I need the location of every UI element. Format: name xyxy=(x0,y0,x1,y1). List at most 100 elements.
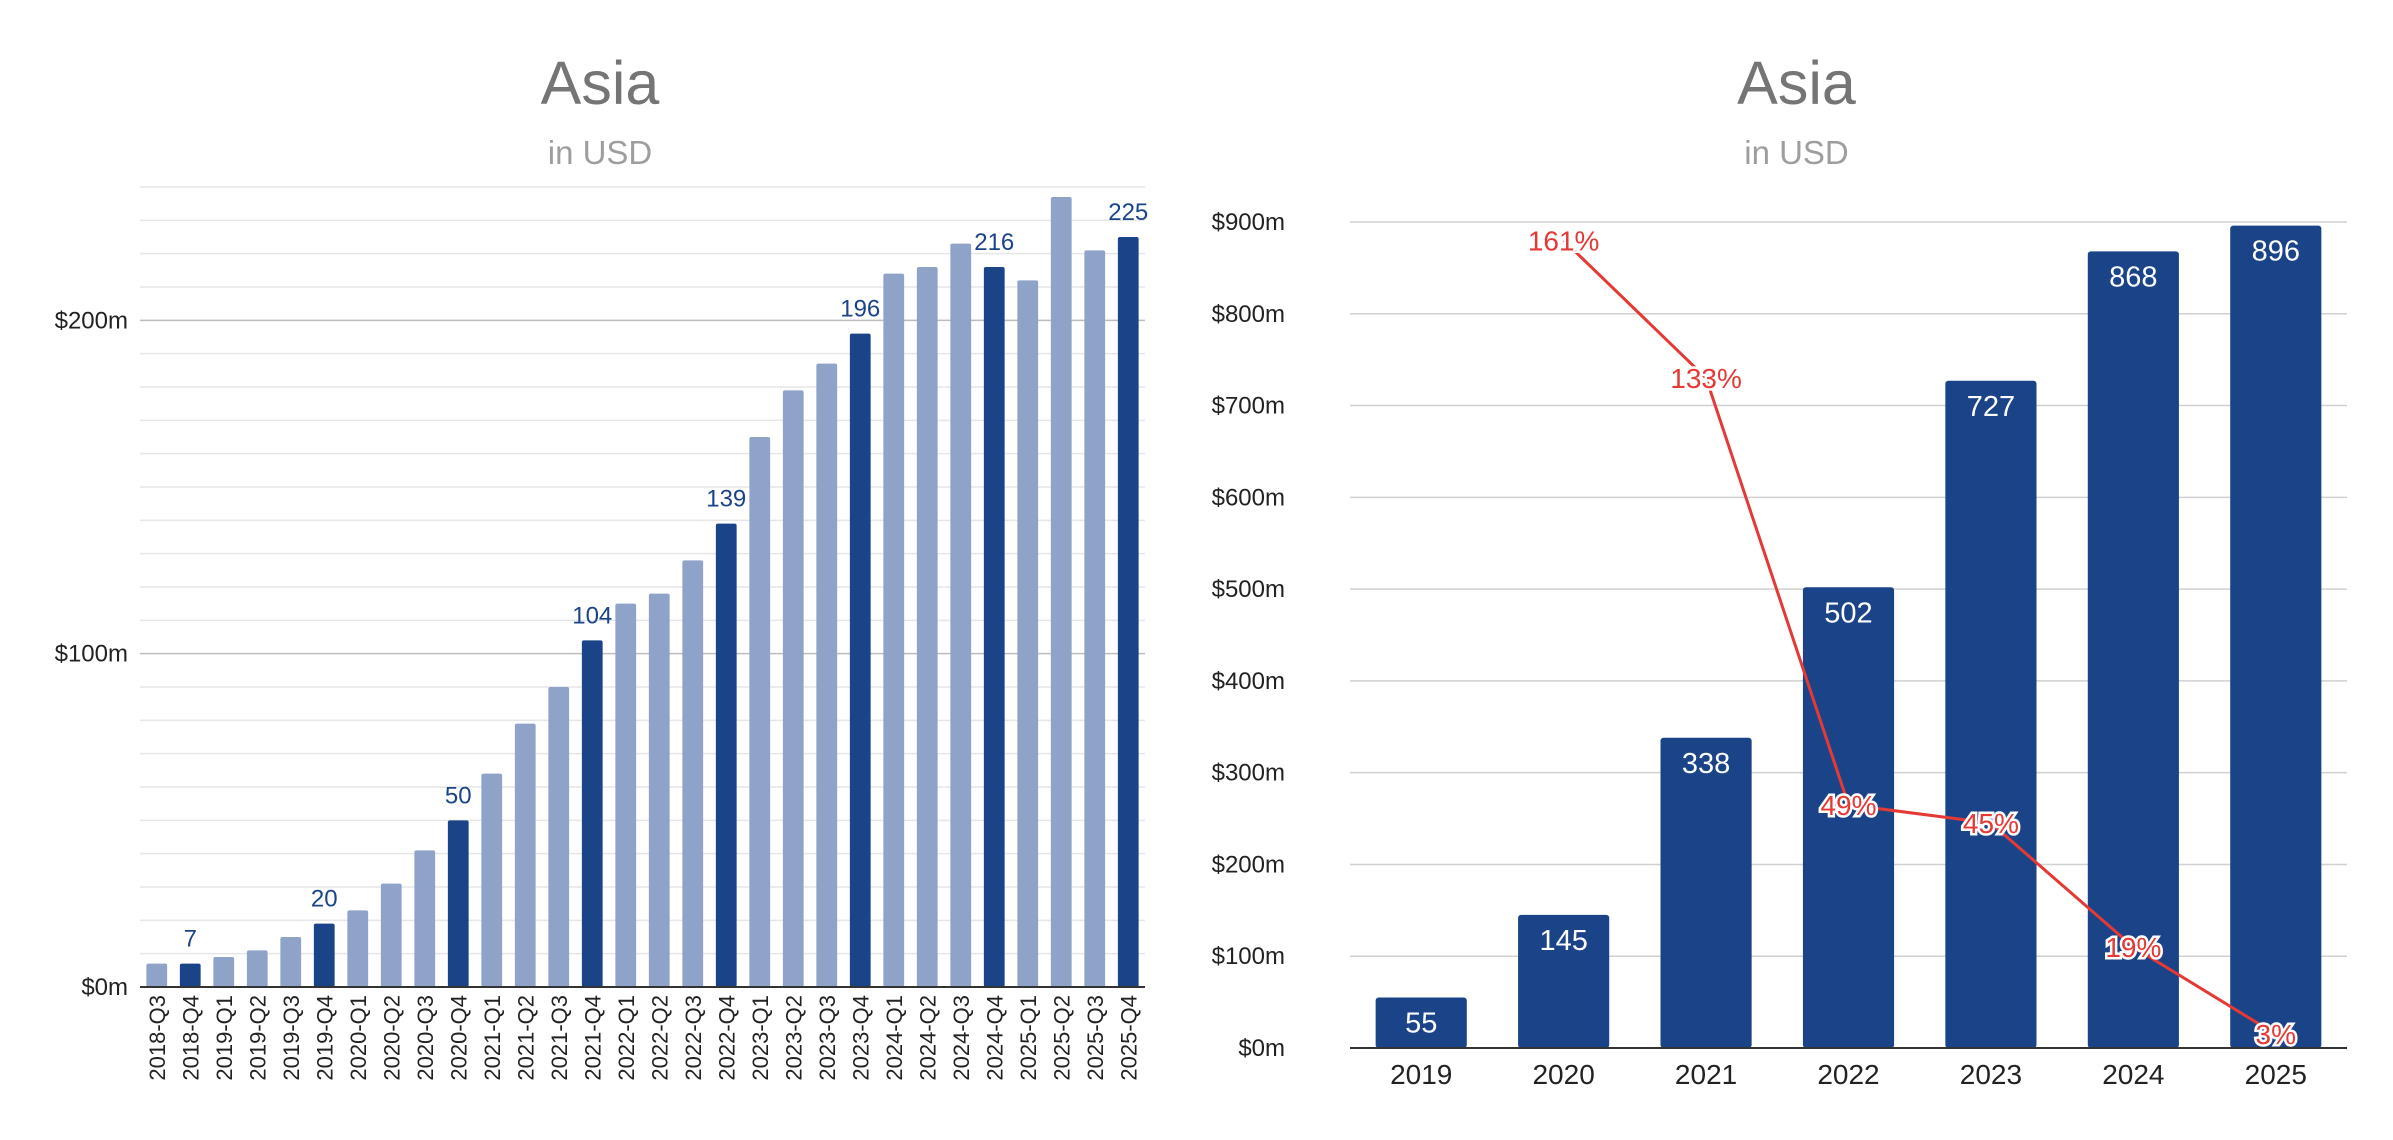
bar-data-label: 868 xyxy=(2109,261,2157,293)
x-tick-label: 2020-Q1 xyxy=(346,995,371,1081)
bar xyxy=(1518,914,1610,1048)
bar xyxy=(983,267,1005,987)
bar xyxy=(782,390,804,987)
chart-title: Asia xyxy=(1737,49,1856,117)
bar xyxy=(682,560,704,987)
bar xyxy=(213,957,235,987)
bar xyxy=(749,437,771,987)
bar-data-label: 896 xyxy=(2252,236,2300,268)
annual-bar-chart: $0m $100m $200m $300m $400m $500m $600m $700m $8… xyxy=(1212,209,2347,1090)
bar xyxy=(849,333,871,988)
y-tick-label: $200m xyxy=(55,307,128,334)
y-tick-label: $300m xyxy=(1212,760,1285,787)
x-tick-label: 2025-Q4 xyxy=(1116,995,1141,1081)
x-tick-label: 2020 xyxy=(1532,1059,1594,1090)
y-tick-label: $200m xyxy=(1212,851,1285,878)
y-tick-label: $500m xyxy=(1212,576,1285,603)
bar-data-label: 50 xyxy=(445,782,472,809)
x-tick-label: 2020-Q3 xyxy=(413,995,438,1081)
bar xyxy=(1375,997,1467,1048)
x-tick-label: 2021-Q2 xyxy=(513,995,538,1081)
y-tick-label: $400m xyxy=(1212,668,1285,695)
bar xyxy=(514,723,536,987)
y-tick-label: $700m xyxy=(1212,393,1285,420)
bar-data-label: 104 xyxy=(572,602,612,629)
x-tick-label: 2021-Q3 xyxy=(547,995,572,1081)
x-tick-label: 2024-Q2 xyxy=(915,995,940,1081)
bar xyxy=(1017,280,1039,987)
quarterly-chart-panel: Asia in USD $0m $100m $200m 2018-Q3 7 2018-Q4… xyxy=(55,49,1149,1081)
bar-data-label: 55 xyxy=(1405,1008,1437,1040)
bar xyxy=(380,883,402,987)
annual-chart-panel: Asia in USD $0m $100m $200m $300m $400m $500m… xyxy=(1200,0,2393,1140)
growth-data-label: 133% xyxy=(1670,363,1742,394)
bar xyxy=(581,640,603,987)
x-tick-label: 2024-Q1 xyxy=(882,995,907,1081)
x-tick-label: 2022-Q2 xyxy=(647,995,672,1081)
bar-data-label: 145 xyxy=(1539,925,1587,957)
x-tick-label: 2023-Q3 xyxy=(815,995,840,1081)
bar xyxy=(414,850,436,987)
y-tick-label: $0m xyxy=(1238,1035,1285,1062)
bar-data-label: 196 xyxy=(840,296,880,323)
bar xyxy=(2230,225,2322,1048)
bar xyxy=(816,363,838,988)
bar xyxy=(715,523,737,987)
bar xyxy=(347,910,369,987)
bar xyxy=(615,603,637,987)
x-tick-label: 2018-Q3 xyxy=(145,995,170,1081)
bar-data-label: 7 xyxy=(184,926,197,953)
growth-data-label: 45% xyxy=(1963,808,2019,839)
bar xyxy=(146,963,168,987)
growth-line xyxy=(1562,239,2277,1036)
chart-subtitle: in USD xyxy=(1744,134,1849,171)
x-tick-label: 2019-Q2 xyxy=(245,995,270,1081)
bar xyxy=(916,267,938,987)
chart-subtitle: in USD xyxy=(547,134,653,171)
x-tick-label: 2019-Q3 xyxy=(279,995,304,1081)
x-tick-label: 2024-Q4 xyxy=(982,995,1007,1081)
y-tick-label: $900m xyxy=(1212,209,1285,236)
bar xyxy=(2087,251,2179,1048)
x-tick-label: 2025-Q2 xyxy=(1049,995,1074,1081)
growth-data-label: 49% xyxy=(1820,790,1876,821)
x-tick-label: 2025-Q1 xyxy=(1016,995,1041,1081)
x-tick-label: 2024-Q3 xyxy=(949,995,974,1081)
chart-title: Asia xyxy=(540,49,660,117)
x-tick-label: 2021-Q4 xyxy=(580,995,605,1081)
x-tick-label: 2022-Q4 xyxy=(714,995,739,1081)
x-tick-label: 2022 xyxy=(1817,1059,1879,1090)
bar-data-label: 216 xyxy=(974,229,1014,256)
x-tick-label: 2019-Q1 xyxy=(212,995,237,1081)
bar xyxy=(280,937,302,987)
x-tick-label: 2021 xyxy=(1675,1059,1737,1090)
x-tick-label: 2020-Q4 xyxy=(446,995,471,1081)
bar xyxy=(1945,380,2037,1049)
bar xyxy=(1802,587,1895,1048)
x-tick-label: 2024 xyxy=(2102,1059,2164,1090)
quarterly-bar-chart: $0m $100m $200m 2018-Q3 7 2018-Q4 2019-Q1 2019-… xyxy=(55,186,1148,1081)
x-tick-label: 2021-Q1 xyxy=(480,995,505,1081)
bar xyxy=(1050,197,1072,987)
growth-data-label: 19% xyxy=(2105,932,2161,963)
bar xyxy=(1660,737,1752,1048)
x-tick-label: 2022-Q1 xyxy=(614,995,639,1081)
bar xyxy=(481,773,503,987)
x-tick-label: 2023 xyxy=(1960,1059,2022,1090)
y-tick-label: $600m xyxy=(1212,484,1285,511)
bar-data-label: 139 xyxy=(706,486,746,513)
bar xyxy=(648,593,670,987)
bar xyxy=(1084,250,1106,988)
bar xyxy=(950,243,972,987)
bar xyxy=(883,273,905,988)
x-tick-label: 2023-Q1 xyxy=(748,995,773,1081)
x-tick-label: 2018-Q4 xyxy=(178,995,203,1081)
y-tick-label: $100m xyxy=(55,641,128,668)
x-tick-label: 2025 xyxy=(2245,1059,2307,1090)
bar-data-label: 225 xyxy=(1108,199,1148,226)
bar xyxy=(548,687,570,987)
y-tick-label: $0m xyxy=(81,974,128,1001)
bar-data-label: 502 xyxy=(1824,597,1872,629)
growth-data-label: 3% xyxy=(2256,1019,2296,1050)
x-tick-label: 2019-Q4 xyxy=(312,995,337,1081)
